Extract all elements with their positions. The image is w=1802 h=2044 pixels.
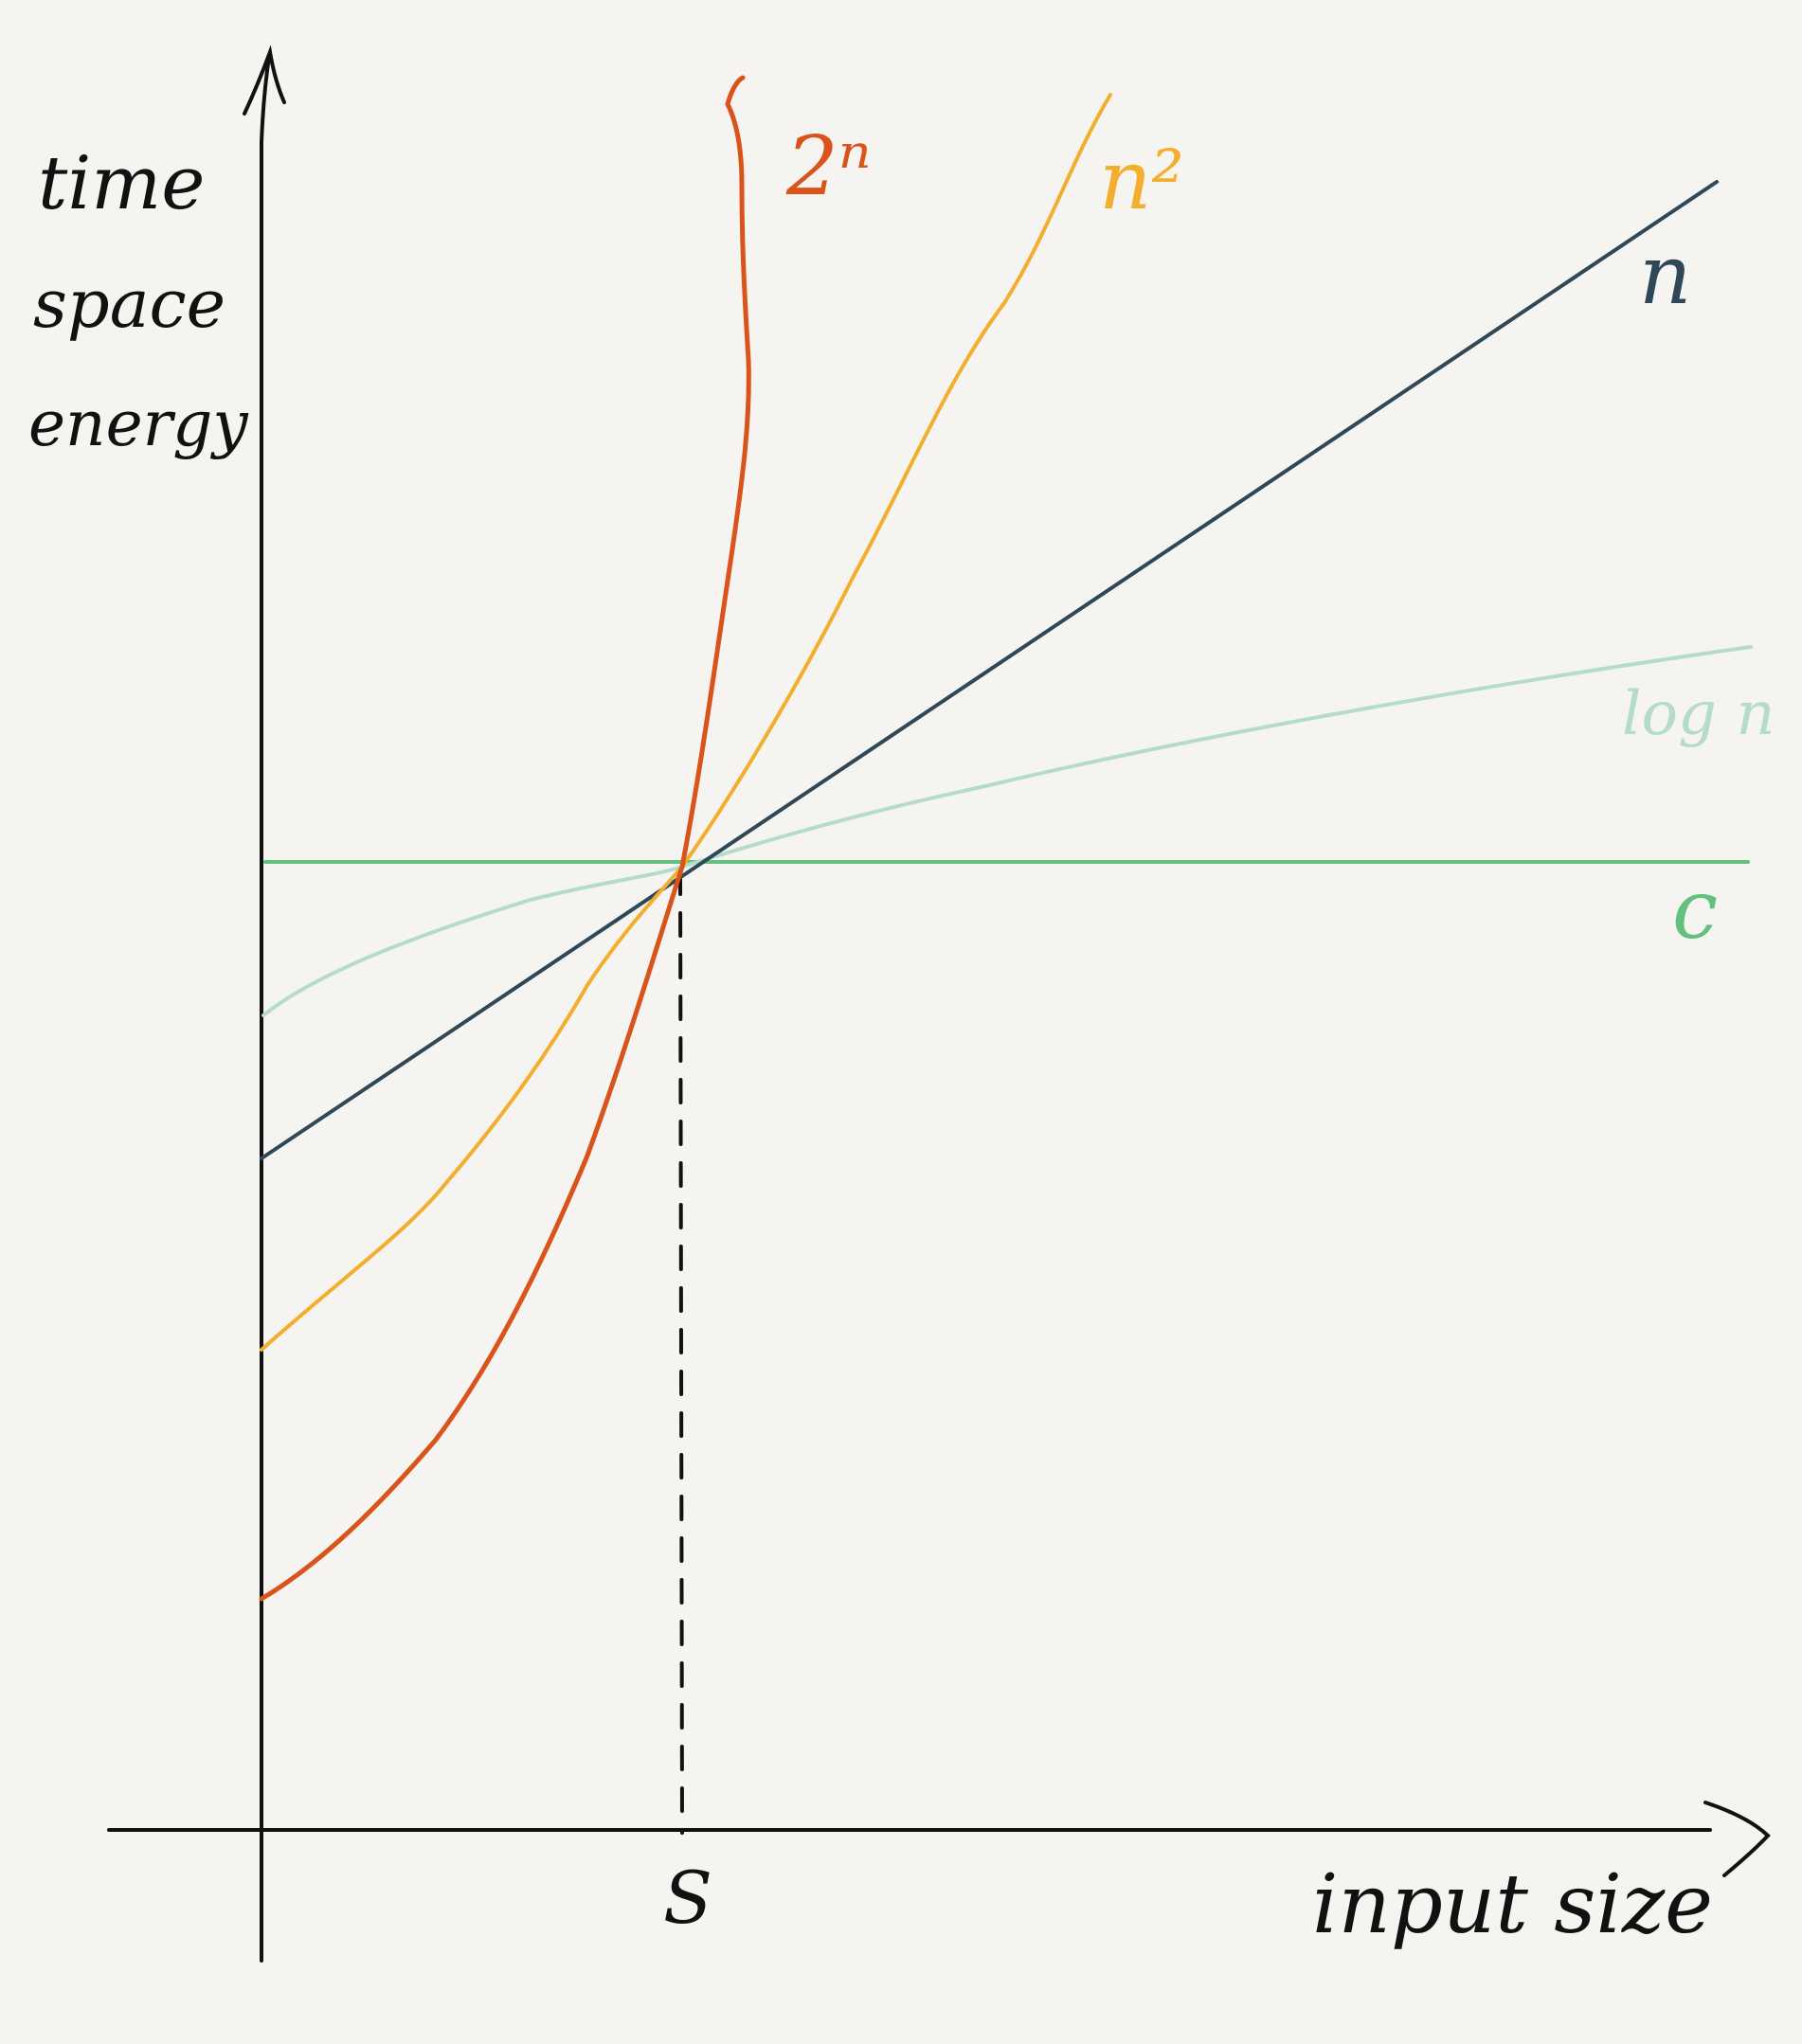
axes: [107, 45, 1771, 1963]
series-labels: 2ⁿ n² n log n c: [785, 119, 1775, 958]
y-label-time: time: [38, 141, 205, 226]
series-n-line: [260, 180, 1719, 1160]
y-label-space: space: [33, 265, 225, 343]
label-n-squared: n²: [1099, 134, 1184, 228]
label-n: n: [1639, 228, 1691, 323]
y-axis-arrowhead: [243, 45, 286, 116]
series-2-power-n-line: [259, 75, 751, 1602]
x-tick-s: S: [663, 1856, 712, 1940]
y-label-energy: energy: [28, 387, 248, 460]
label-log-n: log n: [1622, 679, 1775, 749]
series-n-squared-line: [260, 93, 1112, 1352]
y-axis: [260, 55, 271, 1963]
y-axis-label: time space energy: [28, 141, 248, 460]
series-lines: [259, 75, 1753, 1602]
x-axis-label: input size: [1312, 1857, 1713, 1952]
label-c: c: [1672, 863, 1718, 958]
label-2-power-n: 2ⁿ: [785, 119, 872, 214]
crossover-dashed-line: [678, 870, 684, 1835]
series-log-n-line: [261, 645, 1753, 1017]
x-axis-arrowhead: [1703, 1801, 1771, 1877]
